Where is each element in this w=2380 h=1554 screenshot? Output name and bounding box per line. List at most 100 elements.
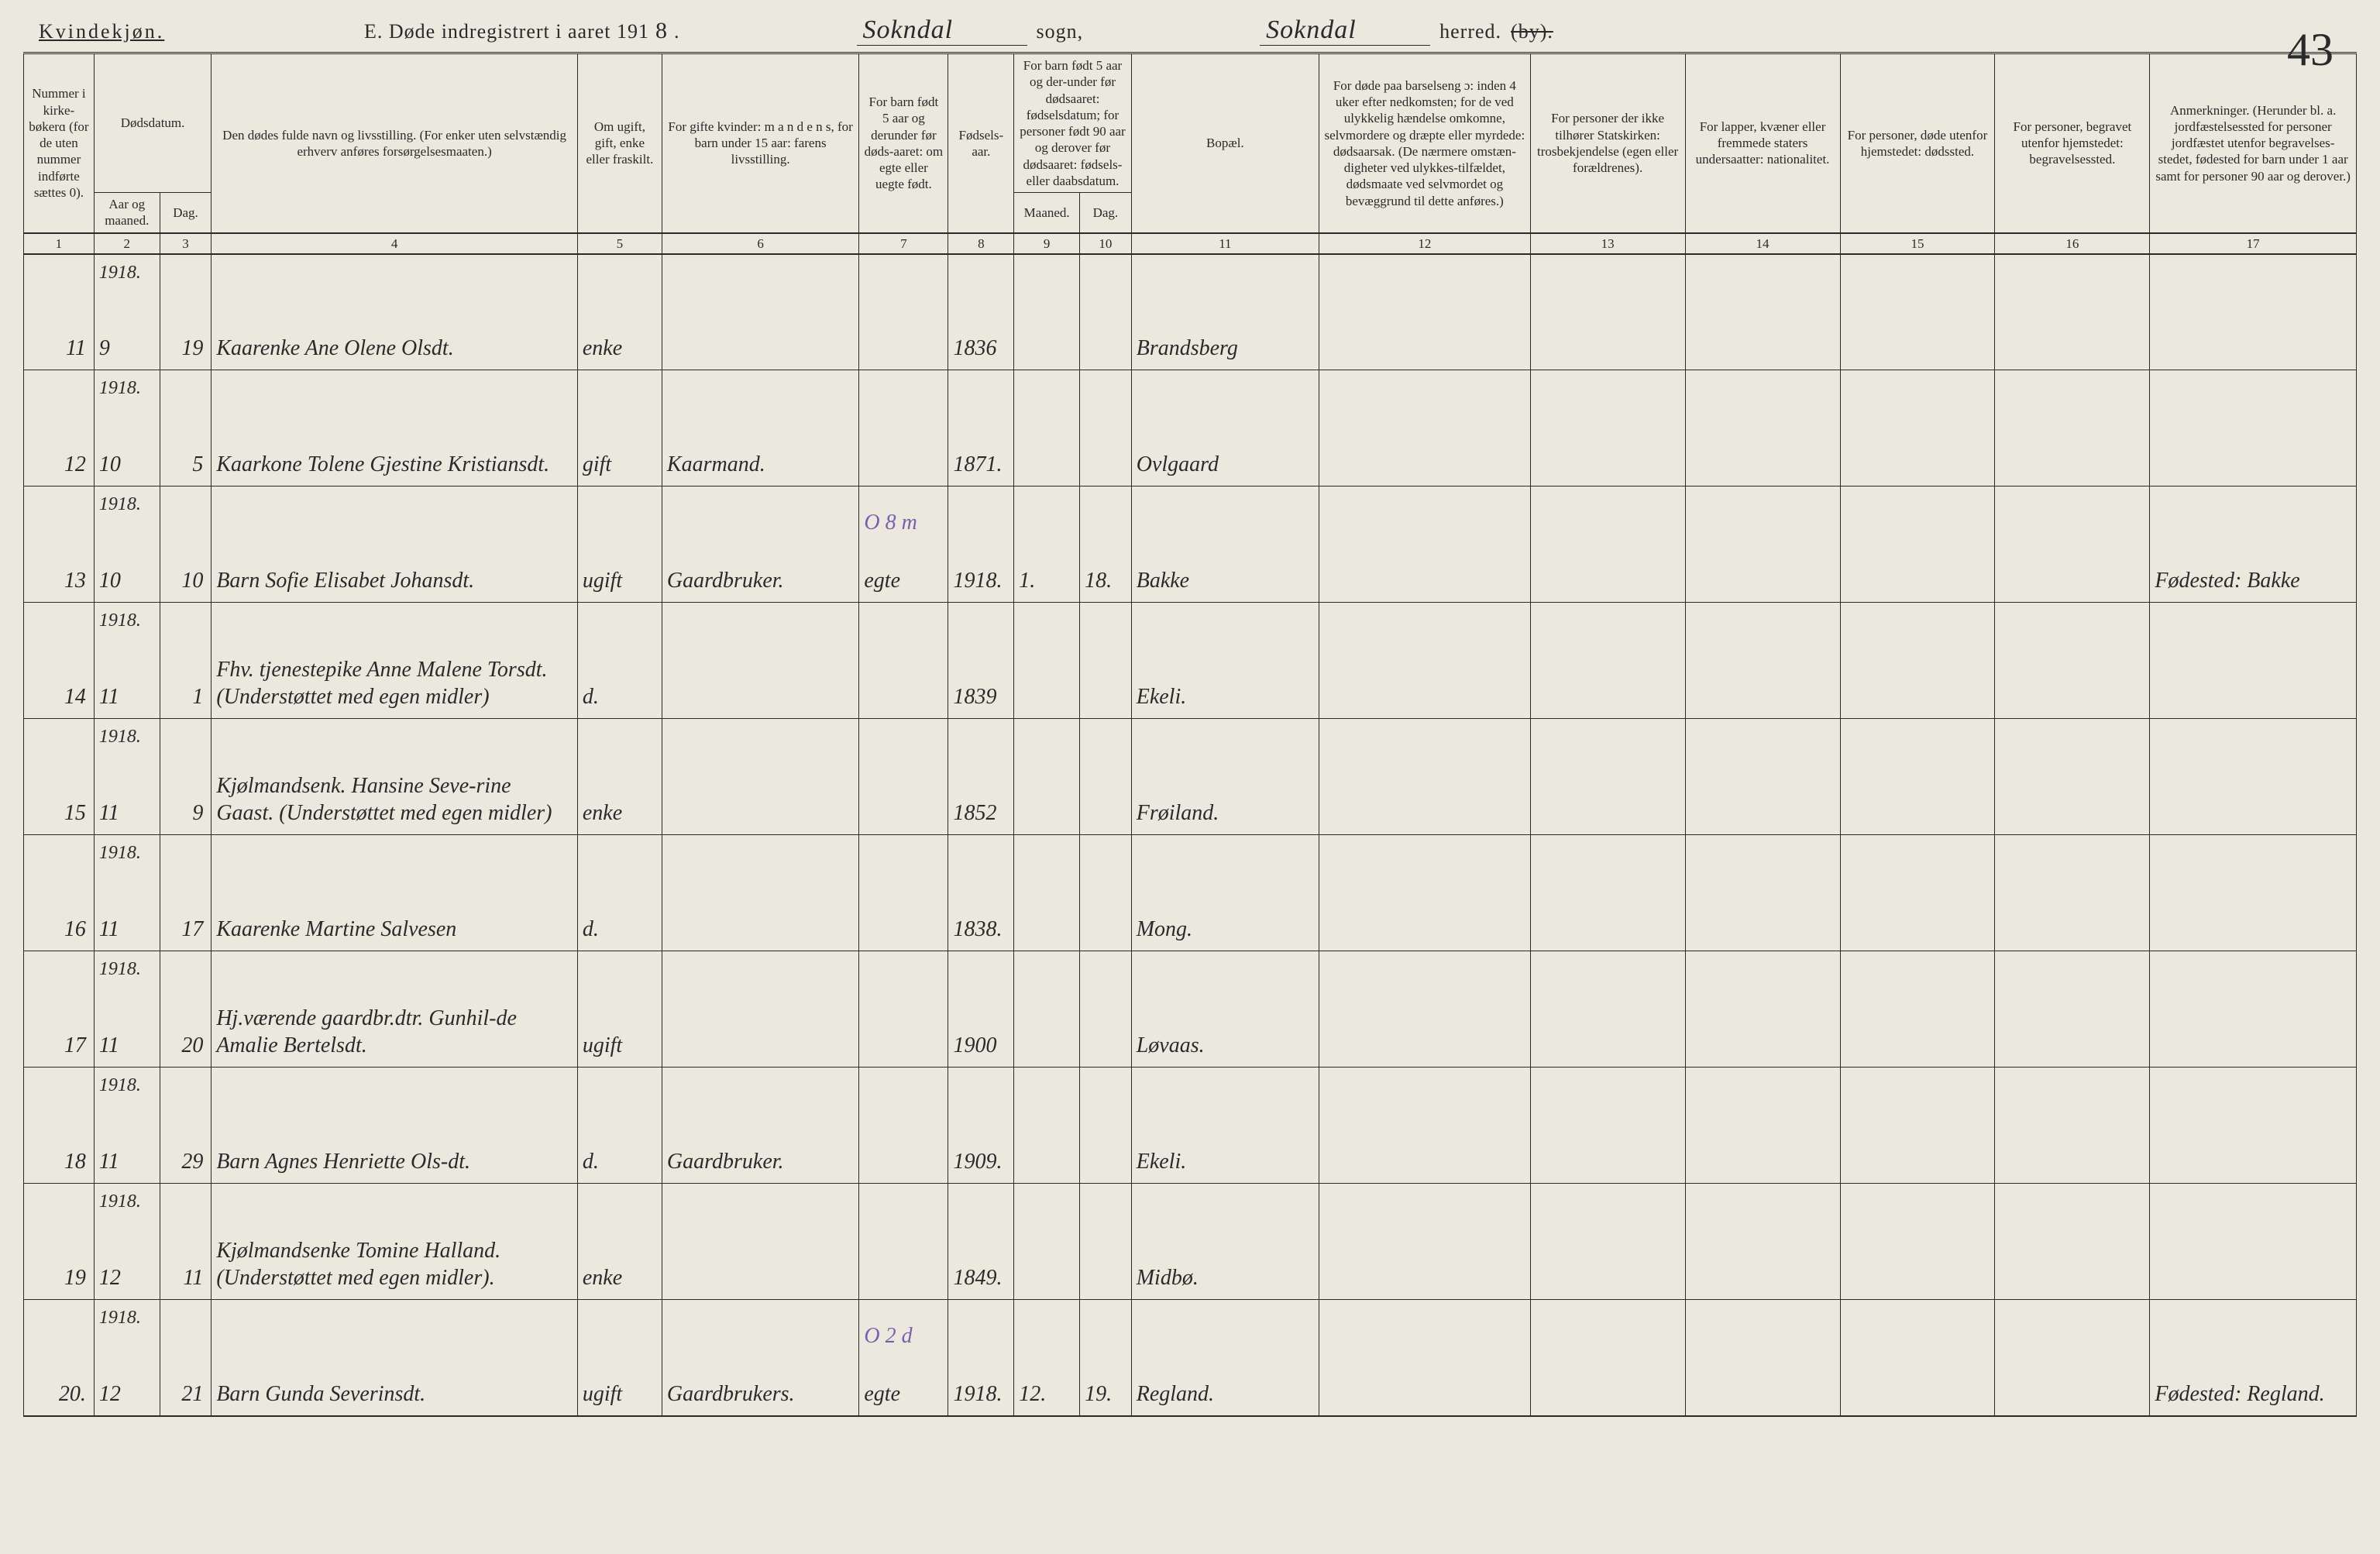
- cell: [859, 254, 948, 370]
- cell: 19: [160, 254, 212, 370]
- cell: 20: [160, 951, 212, 1068]
- cell: [1685, 370, 1840, 486]
- cell: [1014, 719, 1080, 835]
- column-number-row: 1 2 3 4 5 6 7 8 9 10 11 12 13 14 15 16 1…: [24, 233, 2357, 254]
- table-row: 111918.919Kaarenke Ane Olene Olsdt.enke1…: [24, 254, 2357, 370]
- col-header-9-top: For barn født 5 aar og der-under før død…: [1014, 53, 1131, 193]
- cell: enke: [577, 1184, 662, 1300]
- cell: gift: [577, 370, 662, 486]
- col-header-2b: Dag.: [160, 193, 212, 233]
- cell: 14: [24, 603, 95, 719]
- cell: [1685, 719, 1840, 835]
- cell: [1995, 603, 2150, 719]
- cell: [1319, 719, 1531, 835]
- colnum: 1: [24, 233, 95, 254]
- cell: [1995, 719, 2150, 835]
- cell: [859, 719, 948, 835]
- cell: [1319, 1068, 1531, 1184]
- cell: 17: [24, 951, 95, 1068]
- cell: [1530, 1300, 1685, 1416]
- cell: 1: [160, 603, 212, 719]
- cell-year-month: 1918.10: [94, 370, 160, 486]
- cell: Regland.: [1131, 1300, 1319, 1416]
- cell: [1840, 370, 1995, 486]
- cell: [1685, 603, 1840, 719]
- cell: 18.: [1080, 486, 1132, 603]
- cell: [1080, 370, 1132, 486]
- cell: 1838.: [948, 835, 1014, 951]
- cell: [1995, 1068, 2150, 1184]
- cell: 12: [24, 370, 95, 486]
- cell: O 8 megte: [859, 486, 948, 603]
- cell: [1319, 370, 1531, 486]
- cell: [1080, 951, 1132, 1068]
- cell: [1995, 1184, 2150, 1300]
- cell: Gaardbruker.: [662, 486, 858, 603]
- colnum: 4: [212, 233, 578, 254]
- sogn-value: Sokndal: [857, 15, 1027, 46]
- cell: Kaarenke Martine Salvesen: [212, 835, 578, 951]
- cell: [1685, 951, 1840, 1068]
- colnum: 3: [160, 233, 212, 254]
- col-header-6: For gifte kvinder: m a n d e n s, for ba…: [662, 53, 858, 233]
- colnum: 14: [1685, 233, 1840, 254]
- col-header-2-top: Dødsdatum.: [94, 53, 211, 193]
- cell: [1319, 254, 1531, 370]
- cell: Barn Sofie Elisabet Johansdt.: [212, 486, 578, 603]
- cell: [1685, 1300, 1840, 1416]
- colnum: 10: [1080, 233, 1132, 254]
- cell: [1319, 486, 1531, 603]
- col-header-14: For lapper, kvæner eller fremmede stater…: [1685, 53, 1840, 233]
- cell: [1014, 603, 1080, 719]
- cell: 15: [24, 719, 95, 835]
- table-row: 141918.111Fhv. tjenestepike Anne Malene …: [24, 603, 2357, 719]
- cell: Barn Gunda Severinsdt.: [212, 1300, 578, 1416]
- colnum: 5: [577, 233, 662, 254]
- col-header-1: Nummer i kirke-bøkerɑ (for de uten numme…: [24, 53, 95, 233]
- cell: enke: [577, 254, 662, 370]
- cell: [662, 719, 858, 835]
- cell: Kjølmandsenke Tomine Halland. (Understøt…: [212, 1184, 578, 1300]
- cell: [1685, 1068, 1840, 1184]
- cell: d.: [577, 603, 662, 719]
- cell: enke: [577, 719, 662, 835]
- cell: [1530, 719, 1685, 835]
- cell: 1836: [948, 254, 1014, 370]
- cell: [1319, 1300, 1531, 1416]
- col-header-5: Om ugift, gift, enke eller fraskilt.: [577, 53, 662, 233]
- cell: [1840, 1068, 1995, 1184]
- cell: d.: [577, 1068, 662, 1184]
- cell: 18: [24, 1068, 95, 1184]
- table-row: 121918.105Kaarkone Tolene Gjestine Krist…: [24, 370, 2357, 486]
- cell: 21: [160, 1300, 212, 1416]
- cell: [662, 603, 858, 719]
- cell: [859, 1184, 948, 1300]
- cell: Fødested: Regland.: [2150, 1300, 2357, 1416]
- cell: [1080, 835, 1132, 951]
- cell: ugift: [577, 951, 662, 1068]
- cell: [1995, 486, 2150, 603]
- col-header-16: For personer, begravet utenfor hjemstede…: [1995, 53, 2150, 233]
- register-table: Nummer i kirke-bøkerɑ (for de uten numme…: [23, 52, 2357, 1417]
- top-header: Kvindekjøn. E. Døde indregistrert i aare…: [23, 15, 2357, 46]
- cell: [2150, 254, 2357, 370]
- title-prefix: E. Døde indregistrert i aaret 191: [364, 20, 649, 43]
- cell: [2150, 835, 2357, 951]
- cell: [1530, 1184, 1685, 1300]
- cell-year-month: 1918.10: [94, 486, 160, 603]
- cell: 17: [160, 835, 212, 951]
- cell: ugift: [577, 486, 662, 603]
- cell-year-month: 1918.12: [94, 1300, 160, 1416]
- cell: [1840, 603, 1995, 719]
- cell: 11: [160, 1184, 212, 1300]
- cell: 13: [24, 486, 95, 603]
- cell: 19.: [1080, 1300, 1132, 1416]
- colnum: 16: [1995, 233, 2150, 254]
- cell-year-month: 1918.11: [94, 835, 160, 951]
- cell: [2150, 603, 2357, 719]
- cell: 29: [160, 1068, 212, 1184]
- cell: [1530, 486, 1685, 603]
- cell: Løvaas.: [1131, 951, 1319, 1068]
- by-struck: (by).: [1511, 20, 1553, 43]
- cell: [1319, 951, 1531, 1068]
